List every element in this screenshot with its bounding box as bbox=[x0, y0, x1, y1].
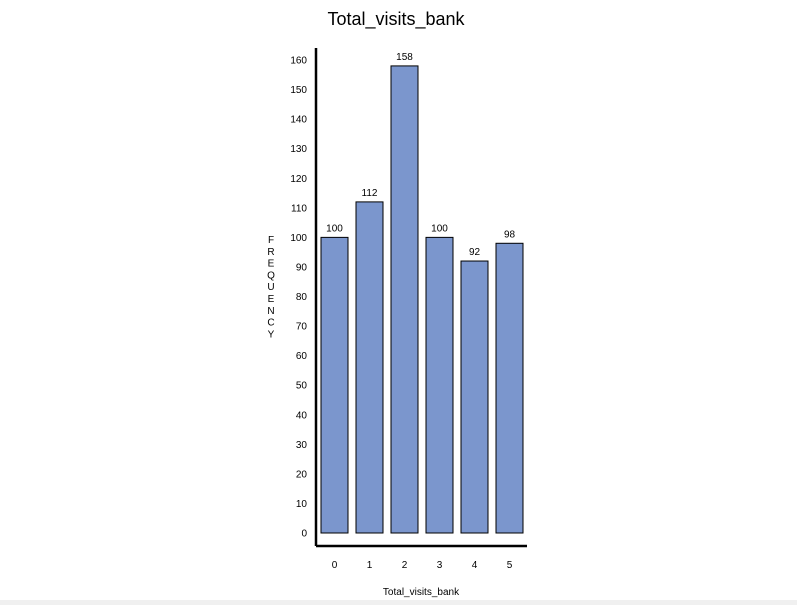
y-axis-ticks: 0 10 20 30 40 50 60 70 80 90 100 110 120 130 140 150 160 bbox=[290, 56, 307, 540]
y-tick-label: 90 bbox=[296, 262, 308, 273]
bar bbox=[320, 236, 349, 534]
bar-data-label: 112 bbox=[362, 188, 378, 199]
bar bbox=[425, 236, 454, 534]
x-tick-label: 3 bbox=[437, 560, 443, 571]
y-tick-label: 150 bbox=[290, 85, 307, 96]
bar-data-label: 158 bbox=[396, 52, 413, 63]
y-tick-label: 10 bbox=[296, 499, 308, 510]
x-axis-label: Total_visits_bank bbox=[383, 587, 460, 598]
bar bbox=[390, 65, 419, 534]
y-tick-label: 140 bbox=[290, 115, 307, 126]
x-tick-label: 1 bbox=[367, 560, 373, 571]
y-tick-label: 0 bbox=[301, 529, 307, 540]
bar bbox=[460, 260, 489, 534]
x-tick-label: 0 bbox=[332, 560, 338, 571]
x-tick-label: 4 bbox=[472, 560, 478, 571]
bar bbox=[355, 201, 384, 534]
y-tick-label: 50 bbox=[296, 381, 308, 392]
y-tick-label: 80 bbox=[296, 292, 308, 303]
bar-data-label: 92 bbox=[469, 247, 481, 258]
y-tick-label: 60 bbox=[296, 351, 308, 362]
y-tick-label: 160 bbox=[290, 56, 307, 67]
bar-data-label: 98 bbox=[504, 229, 516, 240]
bar-data-labels: 100 112 158 100 92 98 bbox=[326, 52, 515, 258]
bar-data-label: 100 bbox=[431, 223, 448, 234]
bars bbox=[320, 65, 524, 534]
bar-data-label: 100 bbox=[326, 223, 343, 234]
y-tick-label: 30 bbox=[296, 440, 308, 451]
x-tick-label: 2 bbox=[402, 560, 408, 571]
x-tick-label: 5 bbox=[507, 560, 513, 571]
chart-title: Total_visits_bank bbox=[327, 9, 465, 30]
y-tick-label: 20 bbox=[296, 469, 308, 480]
y-tick-label: 40 bbox=[296, 410, 308, 421]
x-axis-ticks: 0 1 2 3 4 5 bbox=[332, 560, 513, 571]
y-tick-label: 100 bbox=[290, 233, 307, 244]
y-tick-label: 110 bbox=[291, 203, 307, 214]
y-tick-label: 70 bbox=[296, 322, 308, 333]
y-tick-label: 120 bbox=[290, 174, 307, 185]
bar bbox=[495, 242, 524, 534]
y-tick-label: 130 bbox=[290, 144, 307, 155]
